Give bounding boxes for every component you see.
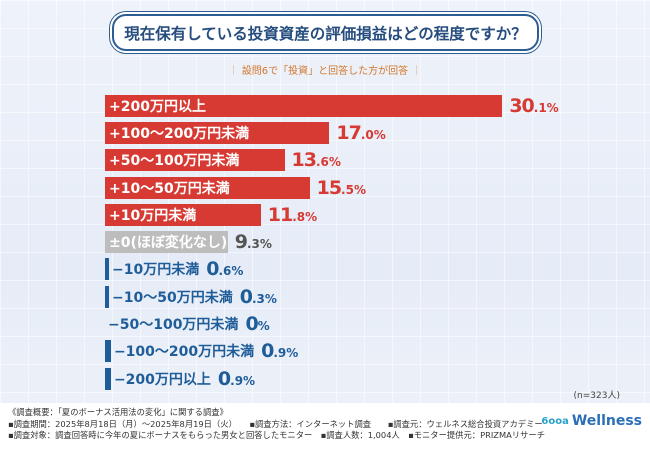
value-label: 11.8% (267, 203, 318, 226)
value-label: 30.1% (509, 94, 559, 117)
bar-row: +10～50万円未満 15.5% (105, 174, 625, 201)
bar: ±0(ほぼ変化なし) (105, 231, 228, 254)
bar (105, 367, 111, 390)
bar (105, 258, 109, 281)
bar-row: +200万円以上 30.1% (105, 92, 625, 119)
bar: +200万円以上 (105, 94, 503, 117)
value-label: 0.3% (239, 285, 277, 308)
bar: +10～50万円未満 (105, 176, 310, 199)
bar (105, 340, 111, 363)
value-label: 0% (245, 313, 270, 336)
bar-row: ±0(ほぼ変化なし) 9.3% (105, 228, 625, 255)
survey-period-method: ▪調査期間：2025年8月18日（月）～2025年8月19日（火） ▪調査方法：… (8, 418, 543, 429)
category-label: +10～50万円未満 (109, 180, 230, 197)
value-label: 13.6% (291, 149, 341, 172)
value-label: 0.9% (217, 367, 256, 390)
category-label: +100～200万円未満 (109, 125, 250, 142)
bar-row: −50～100万円未満 0% (105, 310, 625, 337)
wellness-logo: 6ooa Wellness (541, 413, 642, 429)
survey-overview: 《調査概要：「夏のボーナス活用法の変化」に関する調査》 (8, 407, 228, 417)
bar-row: −100～200万円未満 0.9% (105, 338, 625, 365)
value-label: 0.9% (261, 340, 299, 363)
category-label: ±0(ほぼ変化なし) (109, 235, 228, 252)
category-label: −50～100万円未満 (108, 317, 239, 334)
value-label: 17.0% (336, 121, 386, 144)
category-label: −10～50万円未満 (112, 289, 233, 306)
bar-row: −10万円未満 0.6% (105, 256, 625, 283)
subtitle: ｜ 設問6で「投資」と回答した方が回答 ｜ (228, 66, 422, 77)
bar (105, 285, 109, 308)
logo-mark: 6ooa (541, 415, 569, 427)
title-text: 現在保有している投資資産の評価損益はどの程度ですか？ (124, 24, 527, 43)
category-label: −200万円以上 (113, 371, 211, 388)
survey-target: ▪調査対象：調査回答時に今年の夏にボーナスをもらった男女と回答したモニター ▪調… (8, 430, 545, 440)
bar-row: +100～200万円未満 17.0% (105, 119, 625, 146)
subtitle-text: 設問6で「投資」と回答した方が回答 (241, 66, 409, 77)
bar-row: −10～50万円未満 0.3% (105, 283, 625, 310)
bar-row: +10万円未満 11.8% (105, 201, 625, 228)
sample-size: (n=323人) (573, 391, 620, 401)
bar-row: −200万円以上 0.9% (105, 365, 625, 392)
value-label: 15.5% (316, 176, 366, 199)
category-label: +50～100万円未満 (109, 153, 240, 170)
footer: 《調査概要：「夏のボーナス活用法の変化」に関する調査》 ▪調査期間：2025年8… (0, 403, 650, 450)
category-label: −10万円未満 (112, 262, 200, 279)
category-label: −100～200万円未満 (113, 344, 255, 361)
page-title: 現在保有している投資資産の評価損益はどの程度ですか？ (112, 14, 539, 51)
bar-chart: +200万円以上 30.1% +100～200万円未満 17.0% +50～100万円未… (105, 92, 625, 392)
value-label: 9.3% (234, 231, 272, 254)
logo-text: Wellness (571, 413, 642, 429)
bar: +10万円未満 (105, 203, 261, 226)
category-label: +200万円以上 (109, 98, 206, 115)
bar: +50～100万円未満 (105, 149, 285, 172)
bar-row: +50～100万円未満 13.6% (105, 147, 625, 174)
category-label: +10万円未満 (109, 207, 197, 224)
value-label: 0.6% (206, 258, 244, 281)
bar: +100～200万円未満 (105, 121, 330, 144)
